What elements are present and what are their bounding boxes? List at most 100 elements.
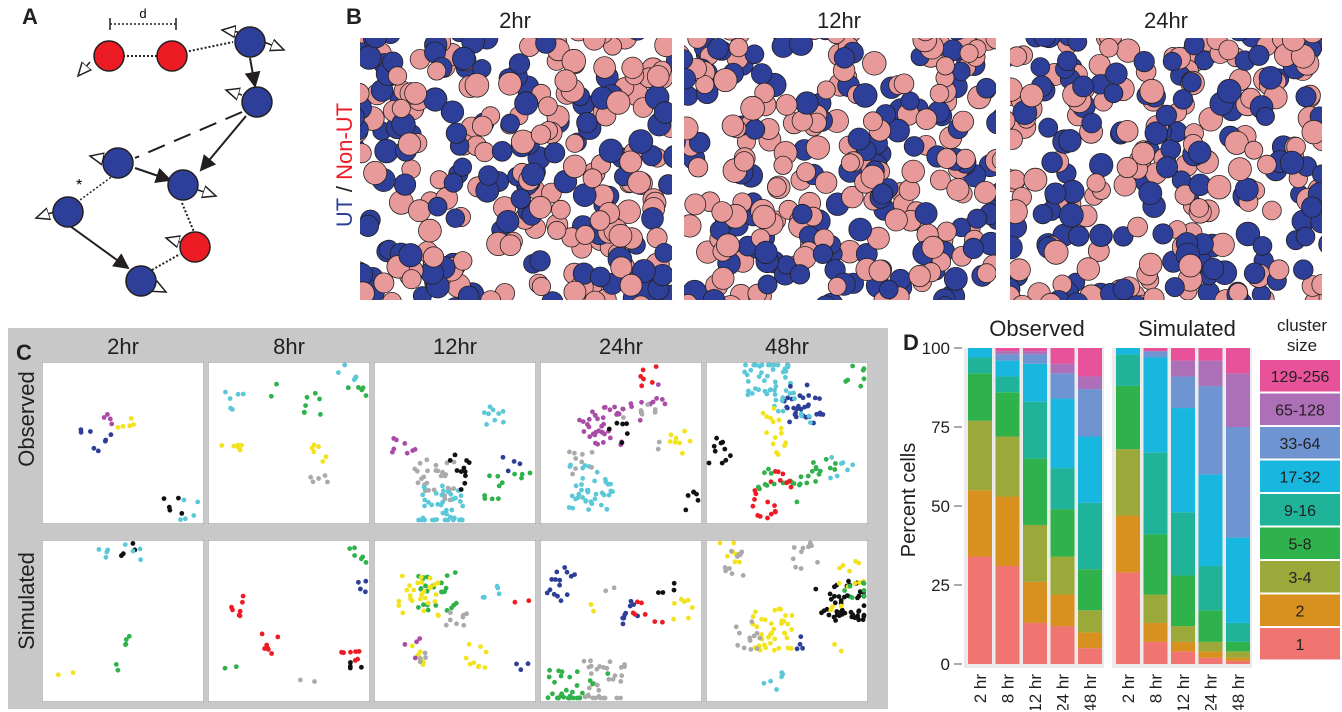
nonut-cell [860,164,885,189]
ut-cell [879,279,899,300]
cell-point [462,480,468,486]
ut-cell [1164,277,1185,298]
nonut-cell [840,153,860,173]
nonut-cell [814,171,838,194]
nonut-cell [711,201,733,223]
bar-segment-simulated-48hr-2 [1226,657,1250,661]
nonut-cell [921,235,945,259]
cell-point [487,473,492,479]
cell-point [828,596,834,602]
cell-point [596,687,602,693]
cell-point [729,548,734,554]
cell-point [817,396,822,401]
nonut-cell [816,80,836,100]
legend-swatch-5-8 [1260,527,1340,559]
ut-cell [744,119,766,140]
cell-point [761,680,767,686]
facet-title-observed: Observed [989,316,1085,341]
cell-point [558,598,564,604]
cell-point [126,633,132,639]
cell-point [668,432,674,438]
bar-segment-observed-12hr-129-256 [1023,348,1047,352]
nonut-cell [868,259,892,283]
cell-point [639,600,644,606]
cell-point [396,603,402,608]
ut-cell [1089,223,1113,247]
cell-point [451,459,457,465]
cell-point [586,693,592,699]
nonut-cell [593,56,616,79]
cell-point [621,415,626,420]
cell-point [109,421,115,427]
cell-point [729,571,735,576]
cell-point [420,492,426,498]
ut-cell [445,122,468,144]
nonut-cell [884,208,908,232]
cell-point [748,647,754,652]
nonut-cell [360,83,370,104]
ut-cell [914,202,938,225]
cell-point [558,673,564,679]
cell-point [650,399,656,405]
cell-point [422,650,428,656]
nonut-cell [554,69,578,93]
legend-label: 17-32 [1280,469,1321,486]
cell-point [602,431,607,437]
cell-point [499,480,505,486]
nonut-cell [935,56,955,76]
cell-point [850,363,855,369]
cell-point [754,630,760,636]
cell-point [128,416,134,421]
cell-point [592,496,598,502]
ut-cell [1066,292,1088,300]
cell-point [756,484,761,490]
cell-point [771,362,777,368]
cell-point [412,655,418,661]
ut-cell [360,45,382,70]
nonut-cell [1244,140,1264,160]
cell-point [566,505,572,510]
ut-cell [478,165,499,186]
panel-label-c: C [16,340,32,365]
cell-point [596,693,602,699]
cell-point [575,495,581,501]
bar-segment-observed-8hr-2 [995,496,1020,567]
cell-point [765,515,770,521]
cell-point [808,420,813,425]
cell-point [179,511,185,516]
cell-point [764,430,769,436]
nonut-cell [1043,239,1069,265]
cell-point [791,405,797,411]
cell-point [422,517,427,523]
cell-point [360,385,366,391]
ut-cell [453,157,473,177]
cell-point [423,655,428,660]
cell-point [345,385,351,391]
cell-point [727,566,732,571]
x-tick-label: 12 hr [1174,674,1193,710]
bar-segment-simulated-24hr-1 [1198,657,1223,664]
cell-point [137,546,143,552]
ut-cell [702,289,726,300]
nonut-cell [1189,198,1209,218]
cell-point [714,435,719,441]
cell-point [772,435,778,440]
cell-point [753,362,759,368]
cell-point [550,691,555,697]
nonut-cell [382,292,402,300]
cell-point [496,483,502,489]
cell-point [427,575,433,581]
cell-point [607,407,613,413]
cell-point [460,614,466,620]
cell-point [757,514,763,519]
ut-cell [491,141,513,162]
cell-point [568,462,573,468]
bar-segment-observed-48hr-5-8 [1078,569,1102,611]
cell-point [759,632,764,637]
nonut-cell [684,116,699,141]
cell-point [564,569,570,575]
cell-point [544,590,550,596]
cell-point [466,641,472,647]
cell-point [549,577,555,582]
stacked-bar-chart: 0 25 50 75 100 2 hr 8 hr 12 hr 24 hr 48 hr 2 hr 8 h… [922,339,1340,710]
